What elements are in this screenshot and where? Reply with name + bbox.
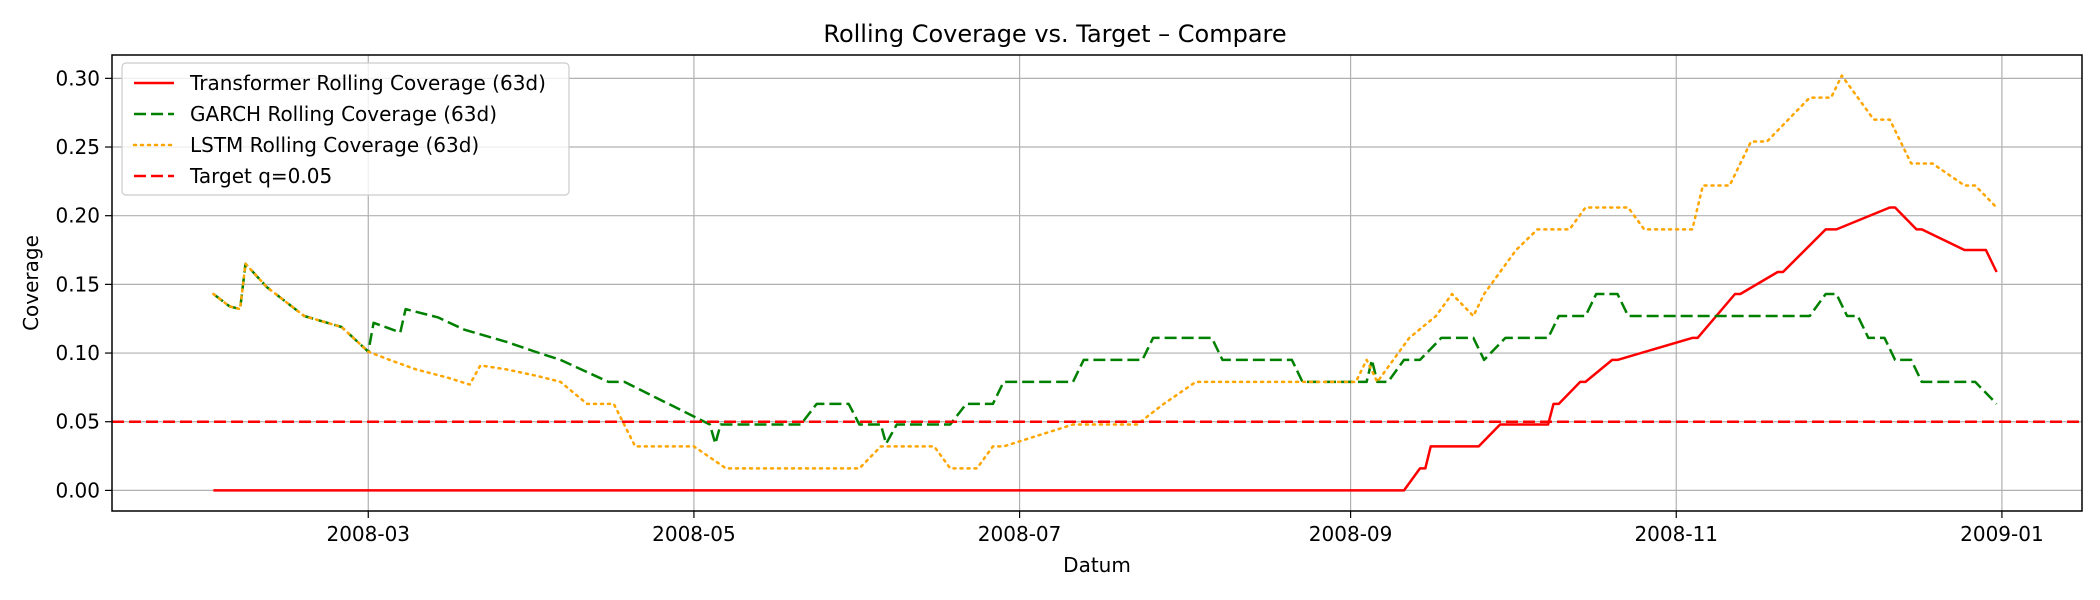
- legend-label: GARCH Rolling Coverage (63d): [190, 102, 497, 126]
- plot-area: [112, 74, 2082, 492]
- axis-ticks: 2008-03 2008-05 2008-07 2008-09 2008-11 2009-…: [55, 66, 2043, 546]
- plot-frame: [111, 54, 2083, 512]
- legend: Transformer Rolling Coverage (63d) GARCH …: [121, 62, 570, 196]
- x-tick-label: 2008-07: [978, 522, 1062, 546]
- y-axis-title: Coverage: [19, 235, 43, 331]
- series-line-lstm-rolling-coverage-63d: [212, 74, 1998, 470]
- x-tick-label: 2009-01: [1960, 522, 2044, 546]
- y-tick-label: 0.15: [55, 272, 100, 296]
- y-tick-label: 0.25: [55, 135, 100, 159]
- y-tick-label: 0.00: [55, 478, 100, 502]
- y-tick-label: 0.10: [55, 341, 100, 365]
- y-tick-label: 0.30: [55, 66, 100, 90]
- x-tick-label: 2008-11: [1634, 522, 1718, 546]
- series-line-transformer-rolling-coverage-63d: [213, 206, 1998, 492]
- x-tick-label: 2008-03: [326, 522, 410, 546]
- legend-label: Transformer Rolling Coverage (63d): [189, 71, 546, 95]
- legend-label: Target q=0.05: [189, 164, 332, 188]
- x-tick-label: 2008-05: [652, 522, 736, 546]
- legend-box: [121, 62, 570, 196]
- legend-label: LSTM Rolling Coverage (63d): [190, 133, 479, 157]
- series-line-garch-rolling-coverage-63d: [212, 262, 1998, 445]
- chart-title: Rolling Coverage vs. Target – Compare: [823, 20, 1286, 48]
- x-axis-title: Datum: [1063, 553, 1131, 577]
- y-tick-label: 0.05: [55, 410, 100, 434]
- x-tick-label: 2008-09: [1309, 522, 1393, 546]
- y-tick-label: 0.20: [55, 204, 100, 228]
